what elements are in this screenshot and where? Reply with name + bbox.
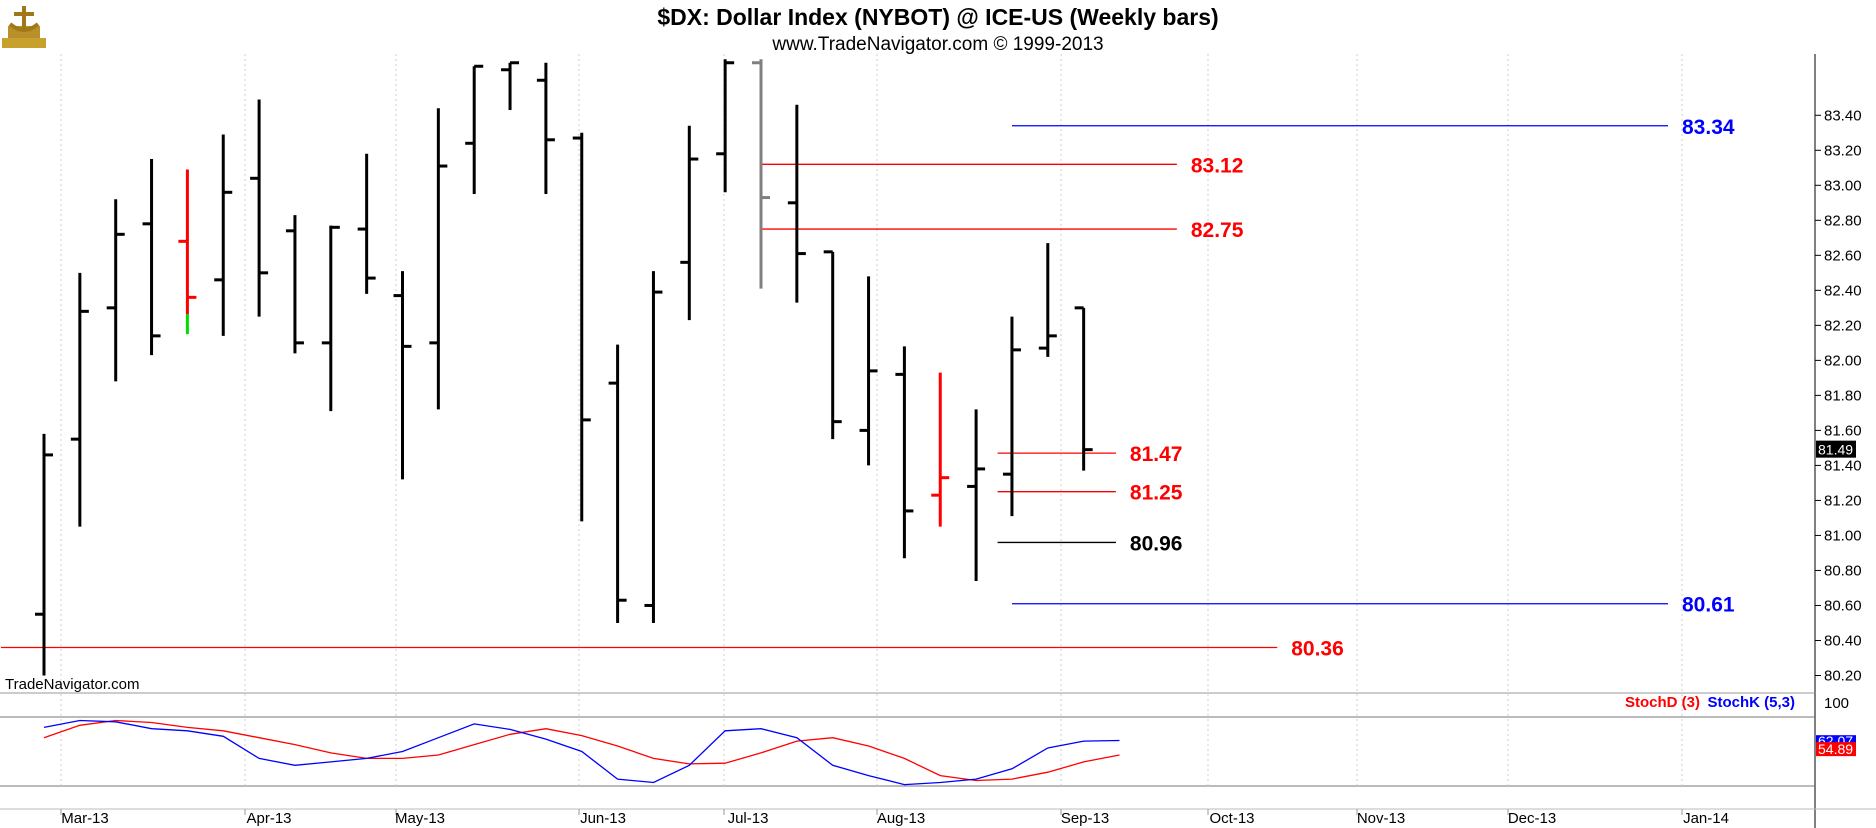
x-tick-label: May-13 <box>395 810 445 827</box>
ohlc-bar <box>644 271 663 623</box>
y-tick-label: 82.60 <box>1824 247 1862 264</box>
y-tick-label: 81.80 <box>1824 387 1862 404</box>
ohlc-bar <box>1038 243 1057 357</box>
stoch-d-tag <box>1816 742 1856 757</box>
last-price-tag: 81.49 <box>1816 440 1856 458</box>
x-tick-label: Jul-13 <box>728 810 769 827</box>
ohlc-bar <box>608 344 627 623</box>
chart-subtitle: www.TradeNavigator.com © 1999-2013 <box>771 34 1103 55</box>
ohlc-bar <box>680 125 699 321</box>
x-tick-label: Mar-13 <box>61 810 109 827</box>
ohlc-bar <box>70 272 89 527</box>
y-tick-label: 80.20 <box>1824 667 1862 684</box>
ohlc-bar <box>357 153 376 294</box>
ohlc-bar <box>931 372 950 527</box>
ohlc-bar <box>321 225 340 412</box>
ohlc-bar <box>250 99 269 317</box>
stoch-y-tick-label: 100 <box>1824 695 1849 712</box>
level-label: 81.47 <box>1130 443 1183 466</box>
last-price-label: 81.49 <box>1818 442 1853 458</box>
legend-stoch-d: StochD (3) <box>1625 694 1700 711</box>
ohlc-bar <box>393 271 412 480</box>
x-tick-label: Dec-13 <box>1508 810 1556 827</box>
level-label: 80.61 <box>1682 594 1735 617</box>
ohlc-bar <box>787 104 806 303</box>
x-tick-label: Jan-14 <box>1683 810 1729 827</box>
y-tick-label: 83.00 <box>1824 177 1862 194</box>
stoch-line <box>43 719 1120 782</box>
watermark: TradeNavigator.com <box>5 676 140 693</box>
level-label: 81.25 <box>1130 482 1183 505</box>
logo-icon <box>2 6 46 48</box>
x-tick-label: Apr-13 <box>246 810 291 827</box>
ohlc-bar <box>823 250 842 440</box>
x-tick-label: Sep-13 <box>1061 810 1109 827</box>
x-tick-label: Oct-13 <box>1209 810 1254 827</box>
x-tick-label: Nov-13 <box>1357 810 1405 827</box>
y-tick-label: 81.40 <box>1824 457 1862 474</box>
x-gridlines <box>60 54 1683 786</box>
y-tick-label: 83.40 <box>1824 107 1862 124</box>
plot-frame <box>0 54 1876 828</box>
horizontal-levels: 83.34 83.12 82.75 81.47 81.25 80.96 80.61 80.36 <box>0 116 1735 660</box>
ohlc-bar <box>752 59 770 289</box>
y-tick-label: 81.00 <box>1824 527 1862 544</box>
price-axis: 83.40 83.20 83.00 82.80 82.60 82.40 82.20 82.00… <box>1815 107 1862 712</box>
y-tick-label: 83.20 <box>1824 142 1862 159</box>
level-label: 82.75 <box>1191 219 1244 242</box>
ohlc-bar <box>106 199 125 382</box>
y-tick-label: 82.20 <box>1824 317 1862 334</box>
ohlc-bar <box>465 64 484 195</box>
ohlc-bar <box>178 169 197 335</box>
y-tick-label: 81.20 <box>1824 492 1862 509</box>
ohlc-bar <box>967 409 986 581</box>
ohlc-bar <box>716 59 735 193</box>
chart-title: $DX: Dollar Index (NYBOT) @ ICE-US (Week… <box>657 4 1218 30</box>
x-tick-label: Aug-13 <box>877 810 925 827</box>
y-tick-label: 80.40 <box>1824 632 1862 649</box>
ohlc-bar <box>501 61 520 111</box>
time-axis: Mar-13 Apr-13 May-13 Jun-13 Jul-13 Aug-13 Sep-… <box>60 809 1729 827</box>
ohlc-bar <box>429 108 448 410</box>
level-label: 83.34 <box>1682 116 1735 139</box>
y-tick-label: 81.60 <box>1824 422 1862 439</box>
legend-stoch-k: StochK (5,3) <box>1707 694 1795 711</box>
y-tick-label: 82.80 <box>1824 212 1862 229</box>
level-label: 80.96 <box>1130 532 1183 555</box>
level-label: 83.12 <box>1191 154 1244 177</box>
x-tick-label: Jun-13 <box>580 810 626 827</box>
stoch-d-value: 54.89 <box>1818 741 1853 757</box>
ohlc-bar <box>214 134 233 336</box>
ohlc-bar <box>35 433 53 676</box>
price-bars <box>35 59 1093 676</box>
ohlc-bar <box>1002 316 1021 517</box>
level-label: 80.36 <box>1291 637 1344 660</box>
y-tick-label: 80.60 <box>1824 597 1862 614</box>
ohlc-bar <box>1074 306 1093 471</box>
last-price-box <box>1816 440 1856 458</box>
ohlc-bar <box>895 346 914 559</box>
ohlc-bar <box>572 132 591 522</box>
y-tick-label: 82.40 <box>1824 282 1862 299</box>
ohlc-bar <box>285 215 304 354</box>
ohlc-bar <box>859 276 878 466</box>
y-tick-label: 82.00 <box>1824 352 1862 369</box>
y-tick-label: 80.80 <box>1824 562 1862 579</box>
stoch-line <box>43 719 1120 786</box>
ohlc-bar <box>142 159 161 356</box>
ohlc-bar <box>536 62 555 195</box>
stochastic-legend: StochD (3) StochK (5,3) <box>1625 694 1795 711</box>
